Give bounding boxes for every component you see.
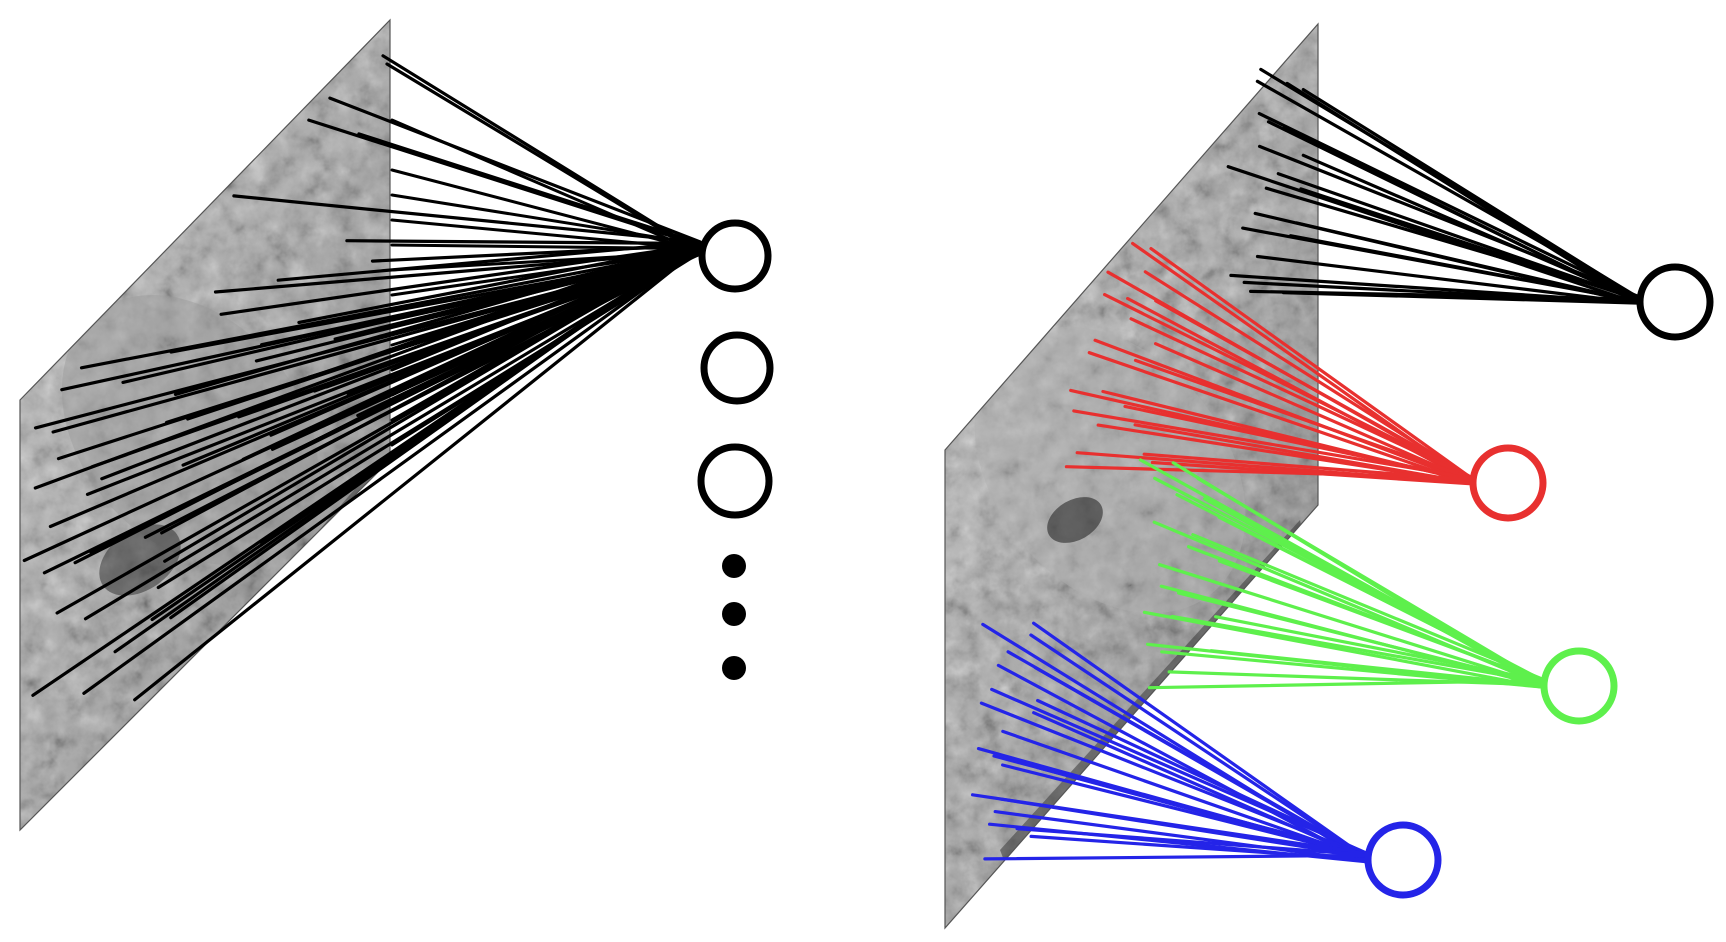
connection-line [390,143,702,247]
connection-line-green [1217,515,1547,684]
connection-line-blue [983,853,1372,861]
connection-line-red [1133,423,1474,485]
connection-line-blue [996,663,1367,864]
connection-line-black [1299,187,1638,301]
connection-line [390,218,702,251]
ellipsis-dots [722,554,746,680]
ellipsis-dot-1 [722,554,746,578]
neuron-black [1636,263,1714,341]
connection-line-red [1154,299,1474,480]
left-output-neurons [697,219,774,519]
connection-line-green [1217,559,1548,685]
connection-line-blue [1015,826,1369,857]
connection-line-blue [999,797,1370,859]
connection-line-black [1288,234,1642,303]
connection-line [165,252,702,424]
ellipsis-dot-3 [722,656,746,680]
connection-line-black [1281,291,1638,305]
connection-line-red [1129,317,1472,479]
connection-line [83,247,702,621]
connection-line [390,248,702,347]
right-panel [944,22,1714,930]
left-panel [19,18,774,832]
connection-line-red [1133,358,1474,481]
connection-line-black [1285,81,1641,305]
connection-line-blue [993,809,1368,863]
connection-line-blue [1035,698,1372,857]
connection-line [328,96,702,244]
connection-line-black [1301,153,1639,302]
connection-line [390,241,702,372]
connection-line-green [1196,477,1545,685]
connection-line-red [1123,404,1476,482]
connection-line [31,241,702,697]
left-connections [22,54,702,702]
connection-line-black [1226,165,1637,304]
connection-line-green [1191,533,1547,682]
neuron-blue [1364,821,1442,899]
connection-line-black [1257,111,1642,300]
connection-line [133,246,702,702]
connection-line [390,193,702,246]
connection-line-green [1209,649,1546,688]
right-output-neurons [1364,263,1714,899]
connection-line [169,252,702,354]
connection-line [390,243,702,251]
connection-line-red [1153,342,1472,483]
connection-line [390,242,702,422]
connection-line-black [1301,87,1639,299]
right-image-frame [944,22,1319,930]
connection-line [390,118,702,255]
connection-line-red [1142,452,1473,482]
connection-line-red [1143,270,1473,480]
connection-line [85,251,702,496]
connection-line-blue [1029,633,1371,862]
connection-line [390,248,702,297]
connection-line-green [1157,563,1545,687]
neuron-2 [700,331,774,405]
neuron-3 [697,443,773,519]
connection-line-green [1170,614,1544,684]
ellipsis-dot-2 [722,602,746,626]
connection-line-blue [1031,621,1367,859]
connection-line-black [1255,254,1640,305]
connection-line [297,243,702,325]
connection-line-green [1147,678,1546,690]
neuron-green [1540,647,1618,725]
neuron-1 [698,219,772,293]
connection-line-red [1149,247,1476,482]
connection-line-red [1102,293,1474,480]
connection-line-green [1213,615,1546,683]
connection-line-blue [1036,765,1372,860]
connection-line [385,62,702,255]
connection-line-blue [1032,711,1371,862]
connection-line [390,250,702,272]
connection-line-red [1087,351,1472,485]
connection-line-red [1150,460,1473,486]
connection-line [232,194,702,244]
connection-line [381,54,702,254]
connection-line [82,246,702,695]
connection-line [390,251,702,447]
neuron-red [1469,444,1547,522]
right-connections [970,67,1643,864]
